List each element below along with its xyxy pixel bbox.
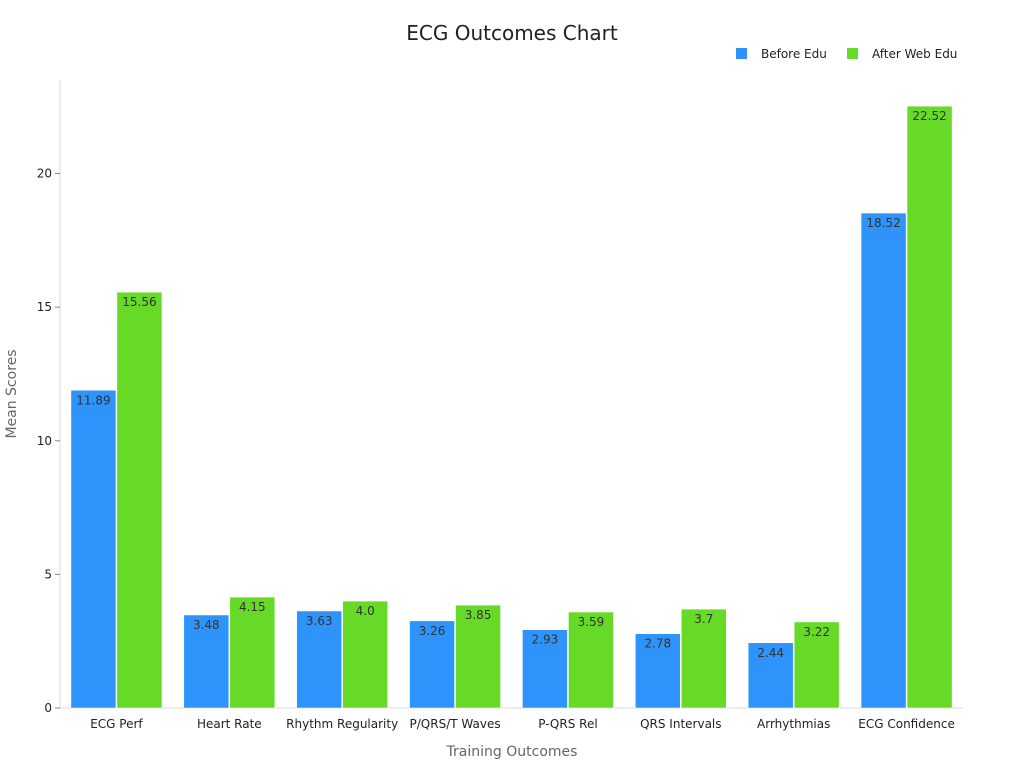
legend: Before Edu After Web Edu: [736, 47, 957, 61]
bar-data-label: 3.22: [803, 625, 830, 639]
y-axis-title: Mean Scores: [4, 349, 20, 438]
bar-after: [568, 611, 614, 709]
bar-data-label: 11.89: [76, 393, 110, 407]
x-tick-label: ECG Confidence: [858, 717, 955, 731]
bar-data-label: 3.7: [694, 612, 713, 626]
y-tick-label: 20: [37, 167, 52, 181]
bar-data-label: 3.26: [419, 624, 446, 638]
x-tick-label: QRS Intervals: [640, 717, 721, 731]
bar-data-label: 3.59: [578, 615, 605, 629]
y-tick-label: 0: [44, 701, 52, 715]
bar-data-label: 4.15: [239, 600, 266, 614]
bar-before: [70, 390, 117, 709]
bar-data-label: 4.0: [356, 604, 375, 618]
bar-data-label: 2.93: [532, 633, 559, 647]
y-tick-label: 5: [44, 567, 52, 581]
bar-data-label: 2.44: [757, 646, 784, 660]
x-tick-label: Rhythm Regularity: [286, 717, 398, 731]
bar-after: [681, 608, 727, 709]
bar-before: [183, 614, 230, 709]
bar-data-label: 3.85: [465, 608, 492, 622]
bar-after: [455, 604, 501, 709]
bar-before: [522, 629, 568, 709]
bar-before: [635, 633, 681, 709]
legend-label: Before Edu: [761, 47, 827, 61]
x-axis: ECG Perf Heart Rate Rhythm Regularity P/QRS…: [60, 707, 963, 731]
chart-title: ECG Outcomes Chart: [406, 21, 618, 45]
bar-before: [296, 610, 342, 709]
legend-swatch: [736, 48, 747, 59]
bar-before: [747, 642, 794, 709]
x-tick-label: Heart Rate: [197, 717, 262, 731]
bar-data-label: 3.48: [193, 618, 220, 632]
bar-data-label: 15.56: [122, 295, 156, 309]
bar-after: [342, 600, 388, 709]
bar-data-label: 3.63: [306, 614, 333, 628]
bar-after: [116, 291, 163, 709]
bar-data-label: 2.78: [644, 637, 671, 651]
x-tick-label: ECG Perf: [90, 717, 143, 731]
bar-after: [906, 105, 953, 709]
x-tick-label: P/QRS/T Waves: [410, 717, 501, 731]
bar-after: [229, 596, 276, 709]
bar-data-label: 18.52: [866, 216, 900, 230]
bar-after: [793, 621, 840, 709]
y-tick-label: 10: [37, 434, 52, 448]
x-axis-title: Training Outcomes: [446, 744, 578, 760]
y-axis: 0 5 10 15 20: [37, 80, 61, 715]
bar-data-label: 22.52: [912, 109, 946, 123]
x-tick-label: P-QRS Rel: [538, 717, 597, 731]
x-tick-label: Arrhythmias: [757, 717, 830, 731]
bar-before: [409, 620, 455, 709]
legend-label: After Web Edu: [872, 47, 957, 61]
bars: 11.89 15.56 3.48 4.15 3.63 4.0 3.26 3.85 2.93 3.5…: [70, 105, 953, 709]
y-tick-label: 15: [37, 300, 52, 314]
legend-swatch: [847, 48, 858, 59]
bar-before: [860, 212, 907, 709]
